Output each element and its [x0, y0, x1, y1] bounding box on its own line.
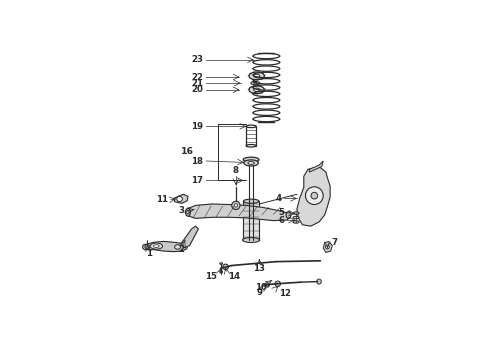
Circle shape — [275, 281, 280, 287]
Ellipse shape — [246, 125, 256, 127]
Text: 21: 21 — [192, 78, 203, 87]
Circle shape — [311, 192, 318, 199]
Ellipse shape — [244, 160, 258, 166]
Text: 8: 8 — [233, 166, 239, 175]
Text: 4: 4 — [275, 194, 282, 203]
Text: 16: 16 — [181, 147, 195, 156]
Text: 22: 22 — [192, 72, 203, 81]
Ellipse shape — [243, 238, 260, 243]
Ellipse shape — [185, 208, 191, 216]
Ellipse shape — [246, 144, 256, 147]
Ellipse shape — [248, 162, 254, 164]
Ellipse shape — [187, 211, 189, 214]
Text: 19: 19 — [192, 122, 203, 131]
Ellipse shape — [220, 270, 222, 273]
Ellipse shape — [153, 245, 159, 247]
Polygon shape — [309, 161, 323, 172]
Text: 9: 9 — [257, 288, 263, 297]
Polygon shape — [297, 167, 330, 226]
Ellipse shape — [254, 88, 260, 91]
Polygon shape — [323, 242, 332, 252]
Text: 12: 12 — [279, 289, 291, 298]
Ellipse shape — [249, 86, 264, 94]
Text: 6: 6 — [278, 216, 284, 225]
Text: 15: 15 — [205, 272, 217, 281]
Ellipse shape — [251, 81, 260, 85]
Circle shape — [232, 201, 240, 210]
Text: 18: 18 — [192, 157, 203, 166]
Circle shape — [177, 196, 182, 202]
Ellipse shape — [254, 82, 257, 84]
Text: 14: 14 — [227, 272, 240, 281]
Polygon shape — [181, 226, 198, 248]
Ellipse shape — [249, 72, 264, 80]
Text: 1: 1 — [146, 249, 151, 258]
Text: 11: 11 — [156, 195, 168, 204]
Text: 20: 20 — [192, 85, 203, 94]
Ellipse shape — [220, 263, 222, 264]
Ellipse shape — [266, 284, 268, 286]
Text: 3: 3 — [178, 206, 184, 215]
Ellipse shape — [174, 245, 181, 249]
Ellipse shape — [243, 157, 259, 162]
Circle shape — [305, 187, 323, 204]
Ellipse shape — [293, 212, 299, 214]
Polygon shape — [185, 204, 290, 221]
Ellipse shape — [265, 283, 270, 287]
Ellipse shape — [293, 216, 299, 219]
Text: 23: 23 — [192, 55, 203, 64]
Circle shape — [234, 204, 238, 207]
Text: 5: 5 — [278, 208, 284, 217]
Ellipse shape — [317, 279, 321, 284]
Ellipse shape — [286, 212, 291, 219]
Ellipse shape — [244, 199, 259, 203]
Ellipse shape — [150, 243, 163, 249]
Circle shape — [325, 245, 329, 249]
Ellipse shape — [293, 221, 299, 223]
Polygon shape — [173, 194, 188, 203]
Polygon shape — [143, 242, 187, 252]
Polygon shape — [244, 201, 259, 240]
Circle shape — [223, 264, 228, 270]
Circle shape — [145, 244, 149, 249]
Text: 10: 10 — [255, 283, 267, 292]
Text: 7: 7 — [332, 238, 338, 247]
Ellipse shape — [254, 74, 260, 77]
Text: 2: 2 — [178, 245, 184, 254]
Text: 13: 13 — [253, 264, 266, 273]
Text: 17: 17 — [191, 176, 203, 185]
